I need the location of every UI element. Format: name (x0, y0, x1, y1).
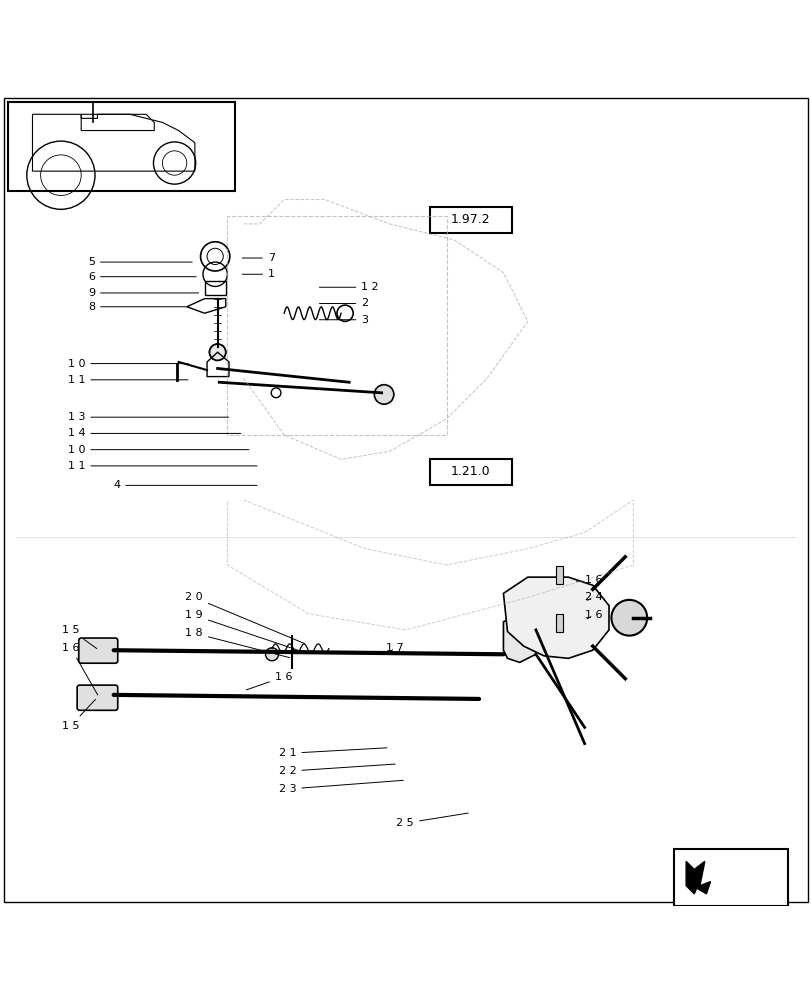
Text: 1 7: 1 7 (385, 643, 403, 653)
Text: 2 5: 2 5 (396, 813, 468, 828)
Text: 5: 5 (88, 257, 192, 267)
Text: 1 6: 1 6 (584, 610, 602, 620)
Text: 1 0: 1 0 (67, 445, 249, 455)
Circle shape (209, 344, 225, 360)
Text: 2: 2 (319, 298, 368, 308)
Text: 1 3: 1 3 (67, 412, 229, 422)
Text: 1 8: 1 8 (185, 628, 290, 658)
Text: 4: 4 (113, 480, 257, 490)
Text: 1 6: 1 6 (246, 672, 292, 690)
Text: 1 5: 1 5 (62, 699, 96, 731)
Text: 2 1: 2 1 (278, 748, 387, 758)
Text: 1 6: 1 6 (62, 643, 97, 695)
Polygon shape (503, 577, 608, 658)
Text: 2 0: 2 0 (185, 592, 304, 643)
Bar (556, 566, 562, 584)
FancyBboxPatch shape (77, 685, 118, 710)
Circle shape (611, 600, 646, 636)
FancyBboxPatch shape (430, 207, 511, 233)
FancyBboxPatch shape (430, 459, 511, 485)
Bar (556, 614, 562, 632)
Text: 1: 1 (242, 269, 275, 279)
Text: 1 2: 1 2 (319, 282, 379, 292)
Bar (204, 281, 225, 295)
Polygon shape (503, 614, 539, 662)
Text: 2 2: 2 2 (278, 764, 395, 776)
Text: 1 1: 1 1 (67, 461, 257, 471)
Circle shape (374, 385, 393, 404)
Text: 7: 7 (242, 253, 275, 263)
Text: 3: 3 (319, 315, 368, 325)
Polygon shape (685, 861, 710, 894)
Circle shape (265, 648, 278, 661)
Bar (673, 849, 787, 906)
Text: 2 3: 2 3 (278, 780, 403, 794)
Text: 1 6: 1 6 (576, 575, 602, 585)
Text: 1.97.2: 1.97.2 (451, 213, 490, 226)
Text: 1 9: 1 9 (185, 610, 298, 650)
FancyBboxPatch shape (79, 638, 118, 663)
Text: 1 5: 1 5 (62, 625, 97, 649)
Text: 9: 9 (88, 288, 199, 298)
Text: 8: 8 (88, 302, 188, 312)
Text: 1 1: 1 1 (67, 375, 188, 385)
Text: 1 4: 1 4 (67, 428, 241, 438)
Text: 1.21.0: 1.21.0 (451, 465, 490, 478)
Text: 6: 6 (88, 272, 196, 282)
Text: 2 4: 2 4 (584, 592, 602, 602)
Text: 1 0: 1 0 (67, 359, 188, 369)
Bar (8, 102, 235, 191)
